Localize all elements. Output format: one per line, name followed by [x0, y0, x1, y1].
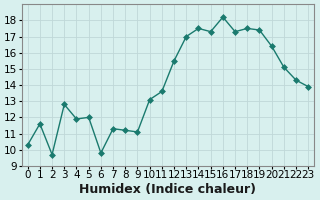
- X-axis label: Humidex (Indice chaleur): Humidex (Indice chaleur): [79, 183, 256, 196]
